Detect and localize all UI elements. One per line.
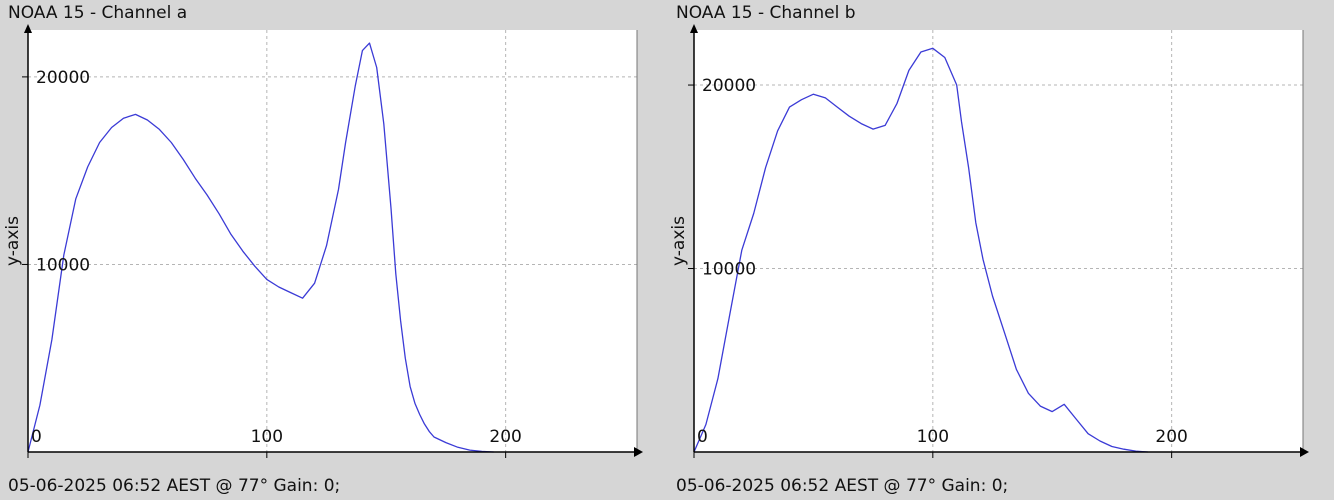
chart-title: NOAA 15 - Channel b	[676, 3, 856, 23]
y-axis-label: y-axis	[669, 216, 689, 266]
x-tick-label: 100	[917, 427, 949, 447]
chart-channel-b: 0 100 200 10000 20000 y-axis	[669, 24, 1309, 458]
y-axis-label: y-axis	[3, 216, 23, 266]
y-axis-arrow	[690, 24, 698, 33]
x-axis-arrow	[634, 447, 643, 457]
x-tick-label: 100	[251, 427, 283, 447]
y-axis-arrow	[24, 24, 32, 33]
x-tick-label: 200	[1155, 427, 1187, 447]
chart-panel-channel-b: NOAA 15 - Channel b 0 100 200 10000 20000 y-a…	[668, 0, 1334, 500]
series-line	[27, 42, 494, 453]
plot-area	[28, 30, 637, 452]
x-tick-label: 200	[489, 427, 521, 447]
plot-area	[694, 30, 1303, 452]
chart-panel-channel-a: NOAA 15 - Channel a 0 100 200 10000 20000 y-a…	[0, 0, 650, 500]
y-tick-label: 20000	[36, 68, 90, 88]
series-line	[693, 47, 1148, 453]
x-tick-label: 0	[31, 427, 42, 447]
y-tick-label: 20000	[702, 76, 756, 96]
x-axis-arrow	[1300, 447, 1309, 457]
chart-channel-a: 0 100 200 10000 20000 y-axis	[3, 24, 643, 458]
x-tick-label: 0	[697, 427, 708, 447]
chart-title: NOAA 15 - Channel a	[8, 3, 188, 23]
y-tick-label: 10000	[702, 260, 756, 280]
chart-footer: 05-06-2025 06:52 AEST @ 77° Gain: 0;	[676, 476, 1009, 496]
chart-footer: 05-06-2025 06:52 AEST @ 77° Gain: 0;	[8, 476, 341, 496]
y-tick-label: 10000	[36, 255, 90, 275]
